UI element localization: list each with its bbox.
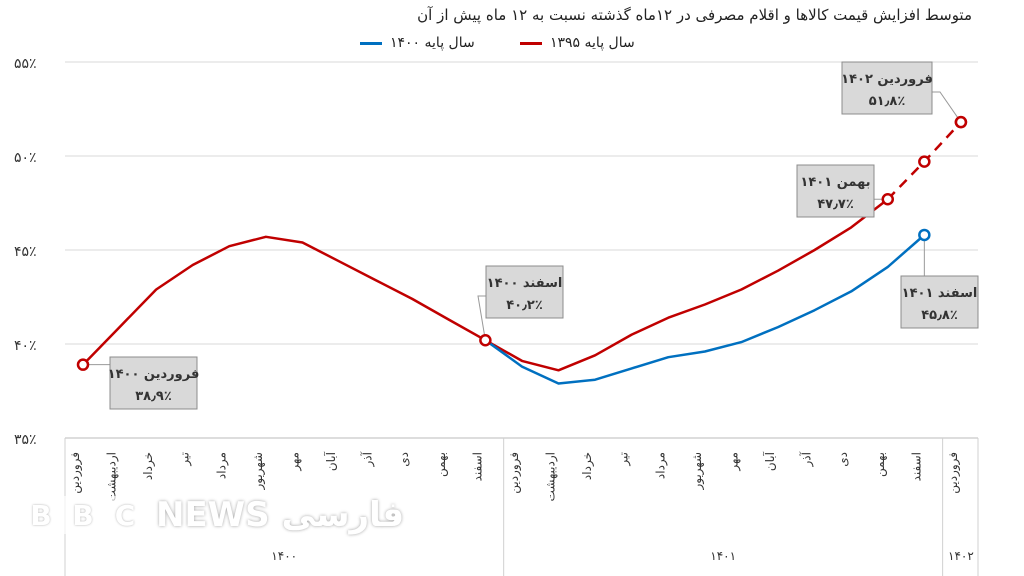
legend-swatch	[360, 41, 382, 45]
callout-label: ۱۴۰۱ اسفند	[902, 286, 978, 301]
callout-value: ۴۷٫۷٪	[817, 197, 854, 212]
y-tick-label: ۴۵٪	[14, 244, 37, 260]
callout-value: ۵۱٫۸٪	[869, 94, 906, 109]
legend-item-base-1400: سال پایه ۱۴۰۰	[360, 35, 475, 51]
highlighted-point	[918, 228, 931, 242]
highlighted-point	[954, 115, 968, 129]
x-tick-label: خرداد	[141, 452, 156, 480]
watermark-farsi: فارسی	[281, 495, 405, 535]
highlighted-point	[76, 358, 90, 371]
callout-leader	[932, 91, 962, 123]
x-tick-label: مرداد	[214, 452, 229, 479]
callout-label: ۱۴۰۲ فروردین	[841, 72, 933, 87]
x-tick-label: مهر	[726, 452, 741, 472]
y-tick-label: ۵۵٪	[14, 56, 37, 72]
callout-label: ۱۴۰۰ اسفند	[487, 276, 563, 291]
legend-item-base-1395: سال پایه ۱۳۹۵	[520, 35, 635, 51]
legend-label: سال پایه ۱۴۰۰	[390, 35, 475, 51]
x-tick-label: فروردین	[68, 452, 83, 494]
x-tick-label: فروردین	[946, 452, 961, 494]
watermark-news: NEWS	[156, 495, 270, 535]
callout-value: ۴۰٫۲٪	[506, 298, 543, 313]
data-point	[918, 155, 931, 168]
callout-box	[109, 356, 198, 410]
chart-title: متوسط افزایش قیمت کالاها و اقلام مصرفی د…	[417, 6, 972, 24]
callout-box	[485, 265, 564, 319]
x-tick-label: اسفند	[470, 452, 484, 481]
x-tick-label: تیر	[617, 452, 632, 467]
highlighted-point	[479, 333, 492, 347]
callout-box	[900, 275, 979, 329]
watermark-letter: B	[64, 496, 102, 534]
x-tick-label: شهریور	[690, 452, 705, 491]
year-label: ۱۴۰۱	[710, 549, 736, 563]
x-tick-label: آبان	[762, 451, 777, 471]
x-tick-label: دی	[836, 452, 850, 467]
callout-value: ۳۸٫۹٪	[135, 389, 172, 404]
bbc-news-farsi-watermark: B B C NEWS فارسی	[22, 495, 404, 535]
y-tick-label: ۵۰٪	[14, 150, 37, 166]
x-tick-label: خرداد	[580, 452, 595, 480]
legend-swatch	[520, 41, 542, 45]
x-tick-label: اسفند	[909, 452, 923, 481]
x-tick-label: شهریور	[251, 452, 266, 491]
x-tick-label: مهر	[287, 452, 302, 472]
y-tick-label: ۳۵٪	[14, 432, 37, 448]
y-tick-label: ۴۰٪	[14, 338, 37, 354]
x-tick-label: مرداد	[653, 452, 668, 479]
callout-label: ۱۴۰۱ بهمن	[800, 175, 870, 190]
x-tick-label: تیر	[178, 452, 193, 467]
callout-box	[841, 61, 933, 115]
callout-leader	[477, 295, 486, 341]
x-tick-label: آبان	[323, 451, 338, 471]
watermark-letter: B	[22, 496, 60, 534]
series-line	[484, 234, 926, 385]
x-tick-label: دی	[397, 452, 411, 467]
highlighted-point	[881, 192, 895, 206]
x-tick-label: بهمن	[434, 452, 449, 477]
callout-label: ۱۴۰۰ فروردین	[108, 367, 200, 382]
callout-value: ۴۵٫۸٪	[921, 308, 958, 323]
x-tick-label: اردیبهشت	[544, 452, 559, 501]
callout-box	[796, 164, 875, 218]
year-label: ۱۴۰۰	[271, 549, 297, 563]
x-tick-label: اردیبهشت	[105, 452, 120, 501]
x-tick-label: آذر	[360, 451, 376, 467]
x-tick-label: بهمن	[873, 452, 888, 477]
watermark-letter: C	[106, 496, 144, 534]
legend-label: سال پایه ۱۳۹۵	[550, 35, 635, 51]
year-label: ۱۴۰۲	[948, 549, 974, 563]
x-tick-label: فروردین	[507, 452, 522, 494]
x-tick-label: آذر	[799, 451, 815, 467]
